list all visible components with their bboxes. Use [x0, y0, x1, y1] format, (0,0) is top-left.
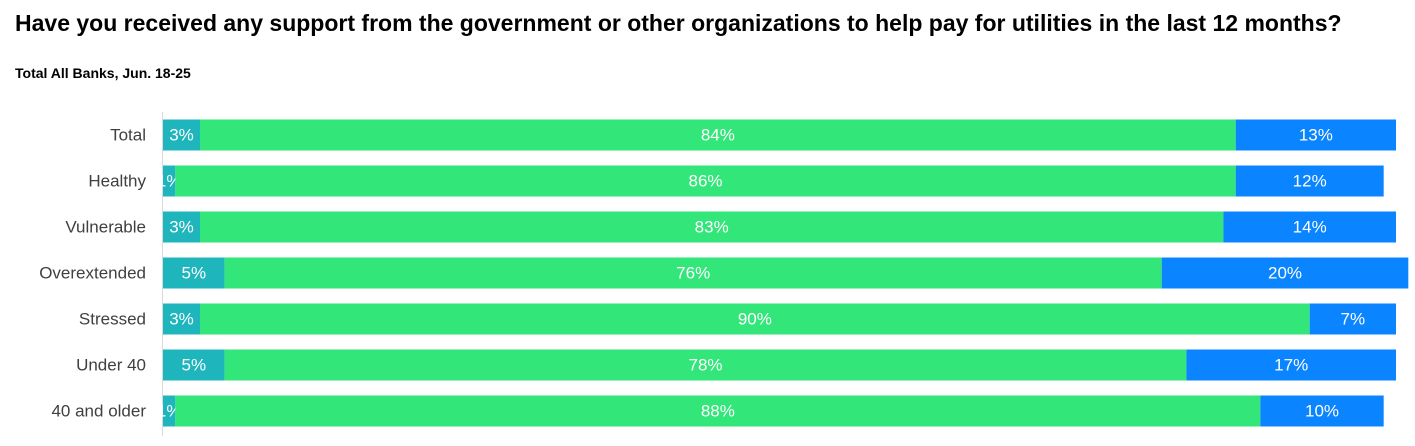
bar-segment-2	[224, 349, 1187, 381]
chart-subtitle: Total All Banks, Jun. 18-25	[15, 65, 191, 81]
bar-segment-3	[1223, 211, 1396, 243]
bar-segment-1	[163, 211, 200, 243]
data-label: 7%	[1341, 310, 1366, 329]
data-label: 76%	[676, 264, 710, 283]
bar-segment-3	[1161, 257, 1409, 289]
data-label: 1%	[157, 172, 182, 191]
bar-segment-2	[175, 165, 1236, 197]
data-label: 3%	[169, 218, 194, 237]
data-label: 3%	[169, 126, 194, 145]
data-label: 78%	[689, 356, 723, 375]
data-label: 1%	[157, 402, 182, 421]
category-label: 40 and older	[51, 402, 146, 421]
data-label: 90%	[738, 310, 772, 329]
data-label: 14%	[1293, 218, 1327, 237]
bar-segment-2	[199, 211, 1224, 243]
chart-title: Have you received any support from the g…	[15, 10, 1342, 36]
bar-segment-2	[175, 395, 1261, 427]
bar-segment-3	[1309, 303, 1396, 335]
data-label: 88%	[701, 402, 735, 421]
bars-group: Total 3% 84% 13% Healthy 1% 86% 12% Vulnerable 3%…	[39, 119, 1409, 427]
category-label: Vulnerable	[65, 218, 146, 237]
data-label: 3%	[169, 310, 194, 329]
bar-segment-1	[163, 349, 225, 381]
data-label: 20%	[1268, 264, 1302, 283]
data-label: 84%	[701, 126, 735, 145]
category-label: Overextended	[39, 264, 146, 283]
bar-segment-2	[224, 257, 1162, 289]
data-label: 83%	[695, 218, 729, 237]
category-label: Healthy	[88, 172, 146, 191]
bar-segment-2	[199, 119, 1236, 151]
bar-segment-2	[199, 303, 1310, 335]
data-label: 86%	[689, 172, 723, 191]
category-label: Stressed	[79, 310, 146, 329]
category-label: Total	[110, 126, 146, 145]
bar-segment-1	[163, 395, 176, 427]
bar-segment-3	[1260, 395, 1384, 427]
data-label: 12%	[1293, 172, 1327, 191]
data-label: 5%	[182, 356, 207, 375]
data-label: 10%	[1305, 402, 1339, 421]
bar-segment-3	[1235, 165, 1384, 197]
data-label: 17%	[1274, 356, 1308, 375]
bar-segment-3	[1186, 349, 1396, 381]
bar-segment-1	[163, 257, 225, 289]
bar-segment-1	[163, 119, 200, 151]
data-label: 5%	[182, 264, 207, 283]
data-label: 13%	[1299, 126, 1333, 145]
bar-segment-1	[163, 303, 200, 335]
category-label: Under 40	[76, 356, 146, 375]
bar-segment-1	[163, 165, 176, 197]
bar-segment-3	[1235, 119, 1396, 151]
